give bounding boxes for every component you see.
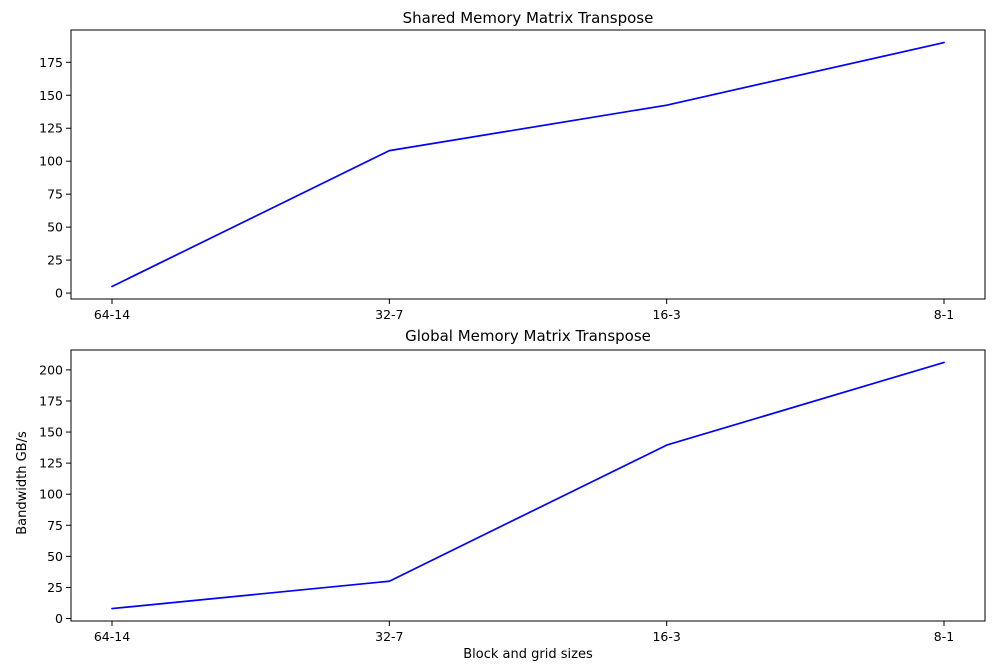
y-tick-label: 0 [55, 611, 63, 626]
y-tick-label: 50 [47, 220, 63, 235]
x-tick-label: 64-14 [94, 629, 130, 644]
x-tick-label: 32-7 [375, 307, 403, 322]
y-tick-label: 100 [39, 487, 63, 502]
y-tick-label: 200 [39, 362, 63, 377]
shared-memory-chart: Shared Memory Matrix Transpose 0 25 50 75 10… [39, 9, 986, 322]
x-tick-label: 8-1 [934, 307, 954, 322]
y-tick-label: 175 [39, 55, 63, 70]
y-tick-label: 0 [55, 286, 63, 301]
plot-area: 0 25 50 75 100 125 150 175 200 64-14 32-7 16-3 8-1 [39, 349, 986, 644]
x-tick-label: 16-3 [652, 307, 680, 322]
x-tick-label: 8-1 [934, 629, 954, 644]
y-tick-label: 150 [39, 88, 63, 103]
plot-area: 0 25 50 75 100 125 150 175 64-14 32-7 16-3 8-1 [39, 29, 986, 322]
y-tick-label: 175 [39, 393, 63, 408]
y-tick-label: 25 [47, 580, 63, 595]
x-axis-label: Block and grid sizes [463, 647, 593, 662]
chart-title: Global Memory Matrix Transpose [405, 327, 651, 345]
x-tick-label: 32-7 [375, 629, 403, 644]
axes-frame [70, 349, 986, 622]
y-tick-label: 75 [47, 518, 63, 533]
y-tick-label: 125 [39, 456, 63, 471]
x-tick-label: 64-14 [94, 307, 130, 322]
y-tick-label: 150 [39, 425, 63, 440]
series-line [111, 41, 945, 288]
y-tick-label: 125 [39, 121, 63, 136]
axes-frame [70, 29, 986, 300]
y-tick-label: 50 [47, 549, 63, 564]
chart-title: Shared Memory Matrix Transpose [403, 9, 654, 27]
x-tick-label: 16-3 [652, 629, 680, 644]
y-axis-label: Bandwidth GB/s [15, 431, 30, 535]
y-tick-label: 100 [39, 154, 63, 169]
series-line [111, 361, 945, 610]
global-memory-chart: Global Memory Matrix Transpose 0 25 50 75 10… [15, 327, 986, 662]
y-tick-label: 75 [47, 187, 63, 202]
y-tick-label: 25 [47, 253, 63, 268]
